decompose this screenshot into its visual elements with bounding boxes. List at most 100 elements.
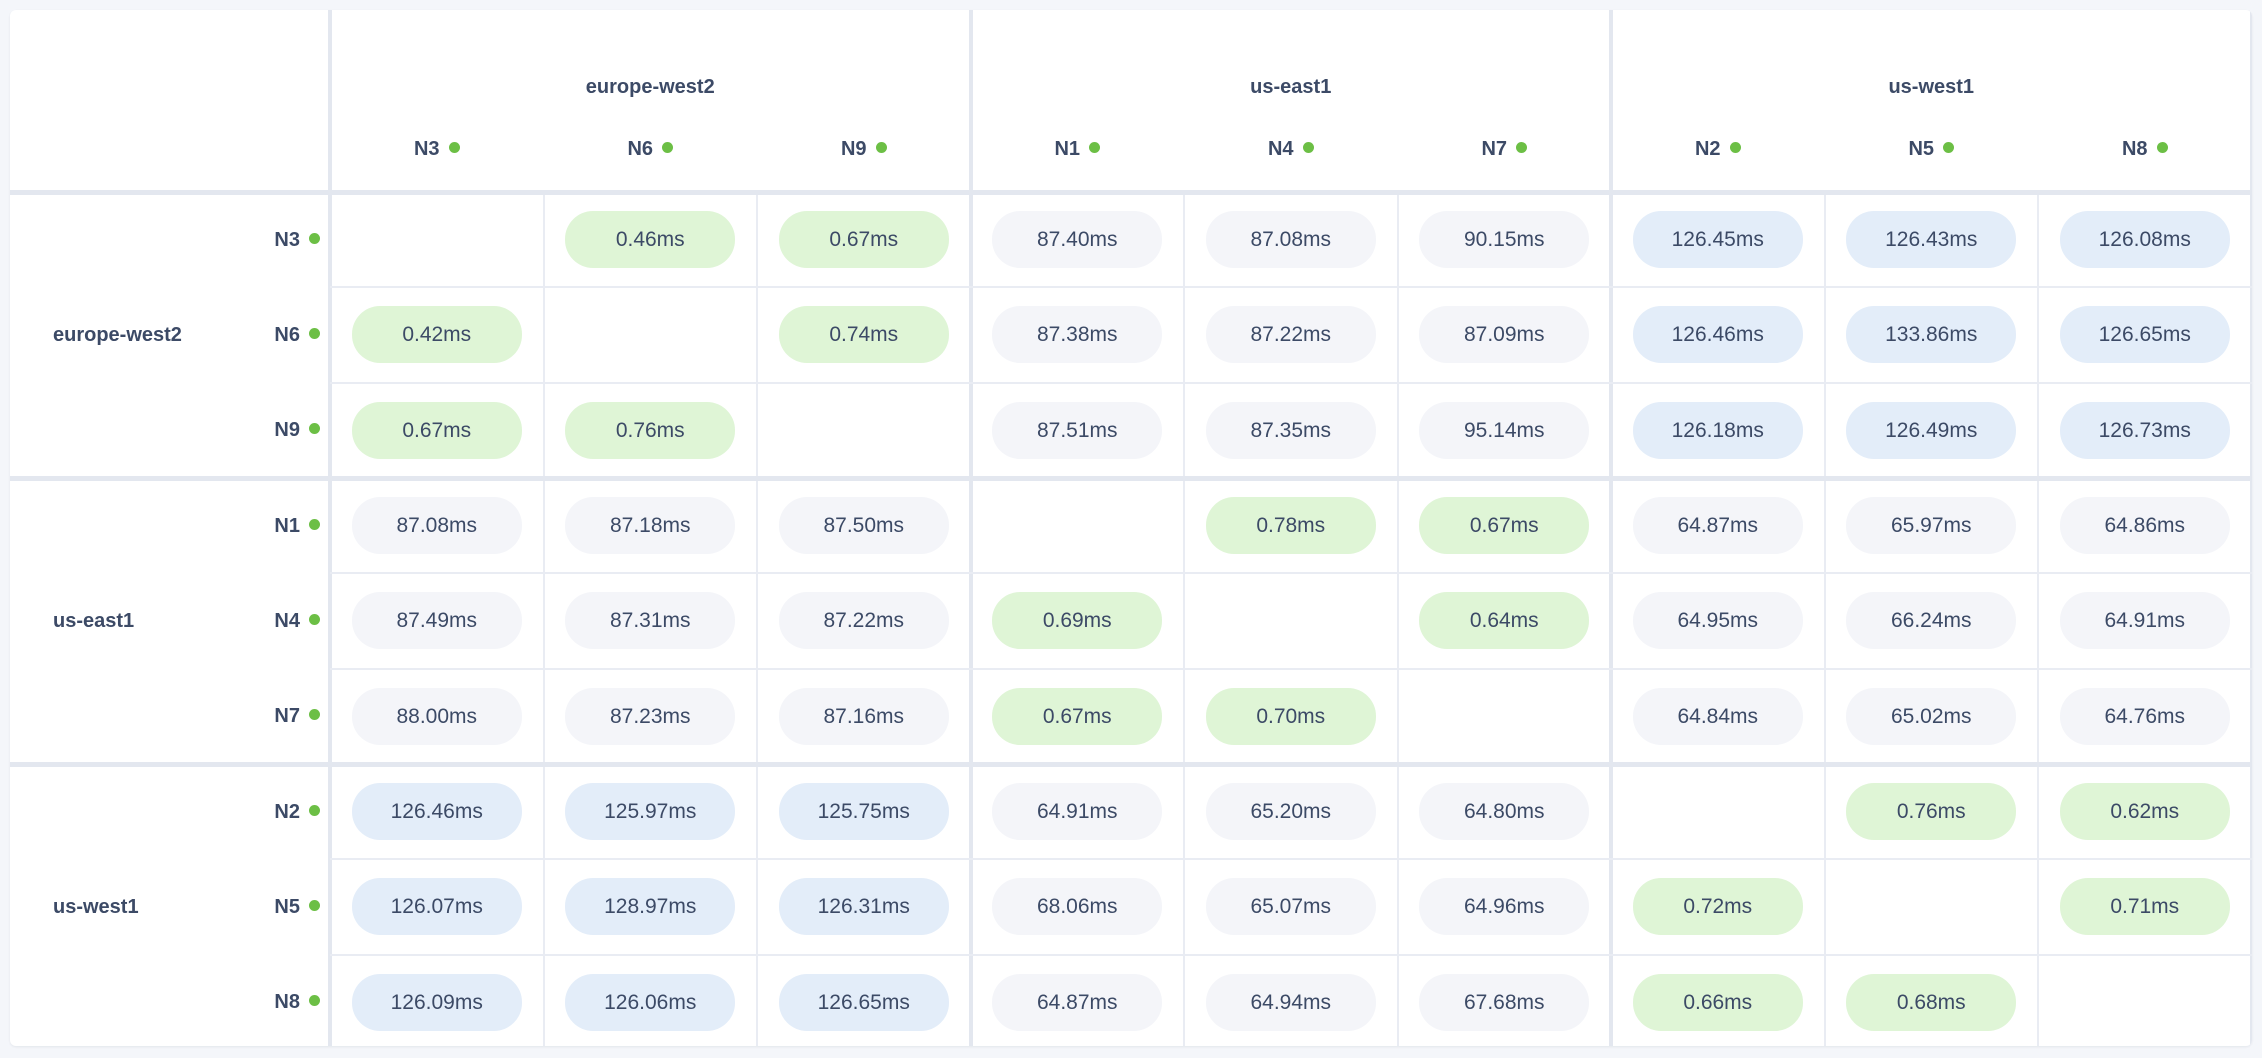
node-label: N7 [274, 705, 300, 728]
row-region-label: europe-west2 [53, 323, 182, 346]
latency-cell: 87.50ms [778, 497, 949, 555]
latency-cell: 0.70ms [1205, 687, 1376, 745]
node-label: N8 [2121, 138, 2148, 160]
latency-cell: 87.31ms [565, 592, 736, 650]
latency-cell: 64.84ms [1632, 687, 1803, 745]
node-label: N4 [274, 609, 300, 632]
latency-cell: 0.64ms [1419, 592, 1590, 650]
status-dot-icon [662, 142, 674, 153]
latency-cell: 126.08ms [2059, 211, 2230, 269]
status-dot-icon [309, 995, 320, 1007]
node-label: N6 [627, 138, 654, 160]
latency-cell: 0.72ms [1632, 878, 1803, 936]
latency-cell: 87.49ms [351, 592, 522, 650]
latency-cell: 64.95ms [1632, 592, 1803, 650]
column-region-label: us-east1 [1250, 76, 1332, 98]
row-divider [330, 667, 2252, 670]
row-divider [10, 475, 2252, 481]
latency-cell: 0.67ms [1419, 497, 1590, 555]
column-node-header: N9 [757, 134, 971, 164]
latency-cell: 0.46ms [565, 211, 736, 269]
latency-cell: 0.69ms [992, 592, 1163, 650]
latency-cell: 0.67ms [351, 401, 522, 459]
node-label: N5 [274, 895, 300, 918]
status-dot-icon [309, 613, 320, 625]
latency-cell: 64.86ms [2059, 497, 2230, 555]
column-divider [1609, 10, 1613, 1046]
status-dot-icon [309, 518, 320, 530]
column-region-label: europe-west2 [585, 76, 715, 98]
row-node-header: N4 [274, 606, 320, 636]
latency-cell: 0.76ms [565, 401, 736, 459]
node-label: N9 [840, 138, 867, 160]
latency-cell: 126.65ms [2059, 306, 2230, 364]
latency-cell: 87.16ms [778, 687, 949, 745]
latency-cell: 126.46ms [351, 783, 522, 841]
latency-cell: 87.38ms [992, 306, 1163, 364]
latency-cell: 87.35ms [1205, 401, 1376, 459]
latency-cell: 126.73ms [2059, 401, 2230, 459]
node-label: N4 [1267, 138, 1294, 160]
column-node-header: N4 [1184, 134, 1398, 164]
column-node-header: N7 [1398, 134, 1612, 164]
latency-cell: 87.22ms [778, 592, 949, 650]
latency-cell: 0.74ms [778, 306, 949, 364]
status-dot-icon [1943, 142, 1955, 153]
latency-cell: 90.15ms [1419, 211, 1590, 269]
row-divider [330, 381, 2252, 384]
latency-cell: 87.23ms [565, 687, 736, 745]
column-node-header: N2 [1611, 134, 1825, 164]
latency-cell: 126.09ms [351, 973, 522, 1031]
latency-cell: 126.07ms [351, 878, 522, 936]
column-node-header: N6 [544, 134, 758, 164]
row-node-header: N9 [274, 415, 320, 445]
column-divider [2249, 10, 2252, 1046]
column-node-header: N3 [330, 134, 544, 164]
latency-cell: 87.08ms [1205, 211, 1376, 269]
node-label: N3 [274, 228, 300, 251]
latency-cell: 126.45ms [1632, 211, 1803, 269]
latency-cell: 64.87ms [992, 973, 1163, 1031]
status-dot-icon [309, 327, 320, 339]
column-divider [542, 192, 545, 1046]
status-dot-icon [448, 142, 460, 153]
node-label: N2 [274, 800, 300, 823]
status-dot-icon [1729, 142, 1741, 153]
latency-cell: 0.76ms [1846, 783, 2017, 841]
column-divider [1823, 192, 1826, 1046]
node-label: N9 [274, 419, 300, 442]
row-divider [330, 286, 2252, 289]
row-node-header: N6 [274, 320, 320, 350]
row-divider [330, 953, 2252, 956]
row-region-label: us-west1 [53, 895, 139, 918]
column-divider [968, 10, 973, 1046]
latency-cell: 0.71ms [2059, 878, 2230, 936]
latency-cell: 88.00ms [351, 687, 522, 745]
latency-cell: 64.76ms [2059, 687, 2230, 745]
latency-cell: 68.06ms [992, 878, 1163, 936]
latency-cell: 0.66ms [1632, 973, 1803, 1031]
latency-cell: 64.91ms [992, 783, 1163, 841]
latency-cell: 87.08ms [351, 497, 522, 555]
latency-cell: 67.68ms [1419, 973, 1590, 1031]
row-region-label: us-east1 [53, 609, 135, 632]
column-region-label: us-west1 [1888, 76, 1975, 98]
latency-cell: 95.14ms [1419, 401, 1590, 459]
row-divider [10, 761, 2252, 767]
latency-cell: 64.87ms [1632, 497, 1803, 555]
node-label: N1 [274, 514, 300, 537]
row-node-header: N2 [274, 797, 320, 827]
latency-cell: 126.18ms [1632, 401, 1803, 459]
column-node-header: N8 [2038, 134, 2252, 164]
column-node-header: N1 [971, 134, 1185, 164]
node-label: N8 [274, 991, 300, 1014]
latency-cell: 126.46ms [1632, 306, 1803, 364]
latency-cell: 0.67ms [778, 211, 949, 269]
latency-cell: 87.09ms [1419, 306, 1590, 364]
latency-cell: 65.20ms [1205, 783, 1376, 841]
latency-cell: 126.49ms [1846, 401, 2017, 459]
latency-cell: 0.67ms [992, 687, 1163, 745]
status-dot-icon [309, 423, 320, 435]
latency-cell: 128.97ms [565, 878, 736, 936]
column-divider [1183, 192, 1185, 1046]
